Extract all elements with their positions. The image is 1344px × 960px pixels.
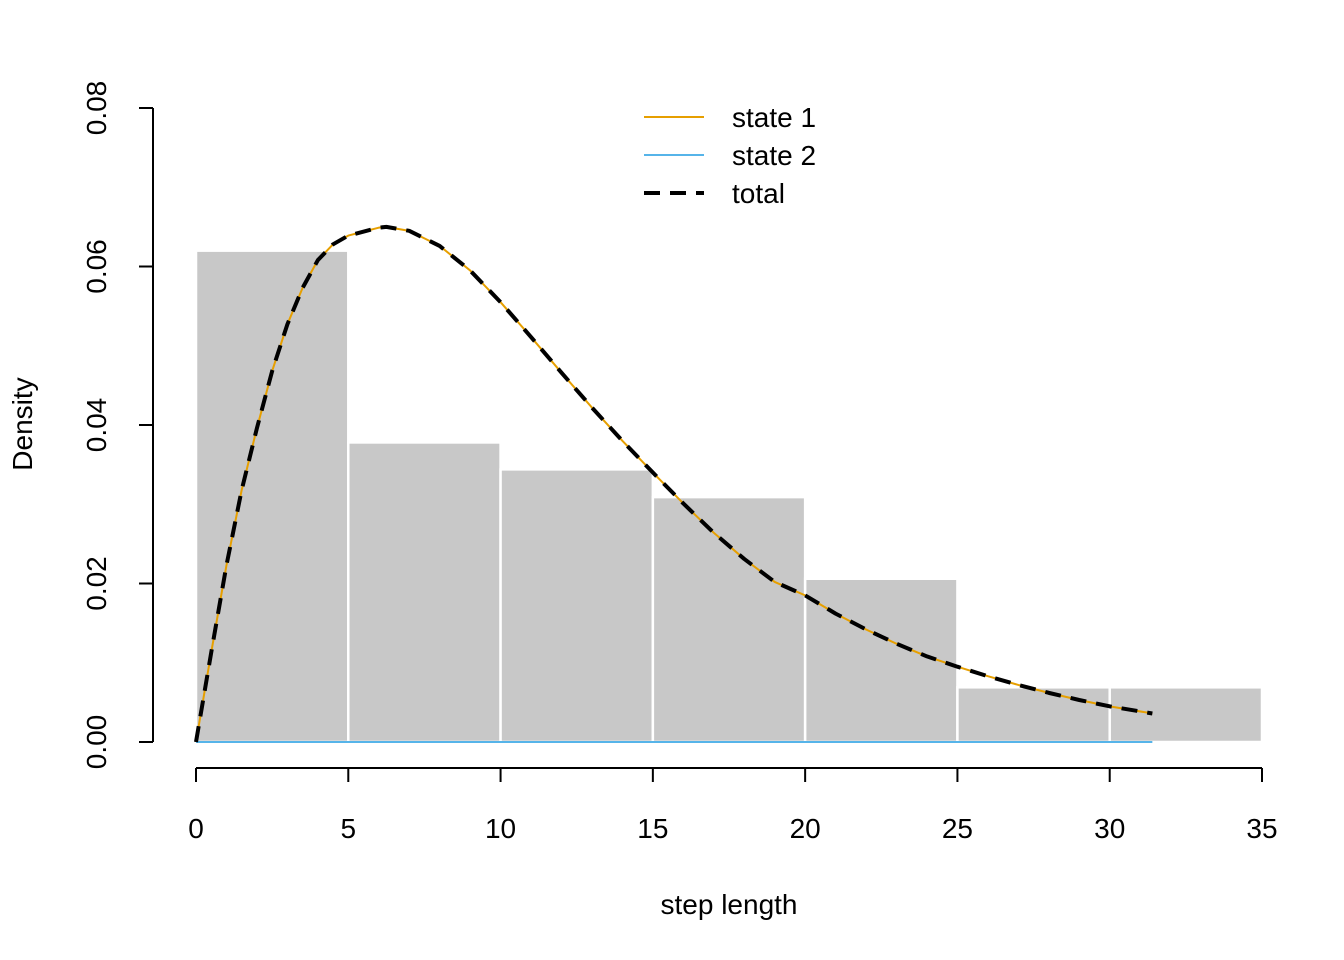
x-tick-label: 10 bbox=[485, 813, 516, 844]
x-tick-label: 35 bbox=[1246, 813, 1277, 844]
histogram-bar bbox=[347, 441, 502, 744]
y-tick-label: 0.02 bbox=[81, 556, 112, 611]
histogram-bar bbox=[803, 577, 959, 744]
histogram-bar bbox=[956, 686, 1111, 744]
histogram-bar bbox=[499, 468, 655, 744]
x-axis-title: step length bbox=[661, 889, 798, 920]
y-tick-label: 0.06 bbox=[81, 239, 112, 294]
x-tick-label: 30 bbox=[1094, 813, 1125, 844]
histogram-bars bbox=[194, 249, 1264, 744]
x-tick-label: 5 bbox=[340, 813, 356, 844]
y-axis-title: Density bbox=[7, 377, 38, 470]
x-tick-label: 15 bbox=[637, 813, 668, 844]
x-tick-label: 0 bbox=[188, 813, 204, 844]
histogram-bar bbox=[1108, 686, 1264, 744]
legend: state 1 state 2 total bbox=[644, 102, 816, 209]
y-tick-label: 0.00 bbox=[81, 715, 112, 770]
x-tick-label: 25 bbox=[942, 813, 973, 844]
density-lines bbox=[194, 224, 1153, 743]
histogram-bar bbox=[651, 495, 807, 744]
x-axis: 0 5 10 15 20 25 30 35 bbox=[188, 767, 1278, 844]
x-tick-label: 20 bbox=[790, 813, 821, 844]
y-tick-label: 0.04 bbox=[81, 398, 112, 453]
legend-label: state 1 bbox=[732, 102, 816, 133]
series-line-total bbox=[194, 224, 1153, 743]
legend-label: total bbox=[732, 178, 785, 209]
y-tick-label: 0.08 bbox=[81, 81, 112, 136]
y-axis: 0.00 0.02 0.04 0.06 0.08 bbox=[81, 81, 154, 770]
legend-label: state 2 bbox=[732, 140, 816, 171]
histogram-bar bbox=[194, 249, 350, 744]
